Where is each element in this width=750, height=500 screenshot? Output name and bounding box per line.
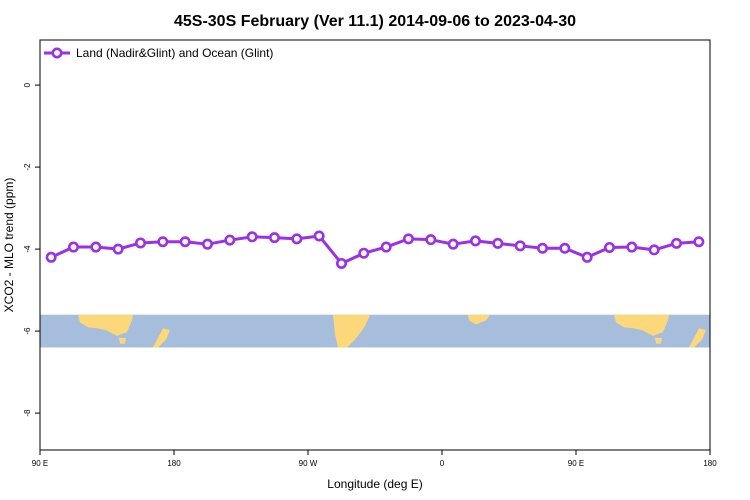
map-land <box>78 314 706 348</box>
map-strip <box>40 314 710 348</box>
data-point <box>68 241 80 253</box>
data-point <box>112 243 124 255</box>
land-shape <box>468 314 490 325</box>
data-point <box>648 244 660 256</box>
data-point <box>626 241 638 253</box>
data-point <box>202 238 214 250</box>
data-point <box>603 241 615 253</box>
land-shape <box>78 314 133 336</box>
data-point <box>425 234 437 246</box>
plot-frame <box>39 39 711 451</box>
data-point <box>335 257 347 269</box>
y-tick-label: -8 <box>23 409 32 417</box>
land-shape <box>655 337 662 344</box>
data-point <box>581 251 593 263</box>
y-tick-label: 0 <box>23 82 32 87</box>
data-point <box>469 235 481 247</box>
y-tick-label: -2 <box>23 163 32 171</box>
land-shape <box>119 337 126 344</box>
data-point <box>313 230 325 242</box>
legend-marker-swatch <box>51 47 63 59</box>
data-point <box>514 240 526 252</box>
data-point <box>447 238 459 250</box>
data-point <box>246 231 258 243</box>
data-point <box>358 247 370 259</box>
data-point <box>268 232 280 244</box>
x-tick-label: 90 W <box>299 459 318 468</box>
x-axis-label: Longitude (deg E) <box>327 477 422 491</box>
data-point <box>291 233 303 245</box>
x-tick-label: 180 <box>167 459 181 468</box>
y-tick-label: -4 <box>23 245 32 253</box>
data-point <box>380 241 392 253</box>
data-point <box>670 237 682 249</box>
data-point <box>559 242 571 254</box>
land-shape <box>153 328 170 348</box>
series-layer <box>45 230 705 269</box>
land-shape <box>689 328 706 348</box>
x-tick-label: 90 E <box>568 459 584 468</box>
data-point <box>492 237 504 249</box>
x-tick-label: 90 E <box>32 459 48 468</box>
map-ocean <box>40 314 710 348</box>
x-tick-label: 180 <box>703 459 717 468</box>
x-tick-label: 0 <box>440 459 445 468</box>
data-point <box>536 242 548 254</box>
y-axis-label: XCO2 - MLO trend (ppm) <box>2 178 16 313</box>
x-axis: 90 E 180 90 W 0 90 E 180 <box>32 450 717 468</box>
y-axis: 0 -2 -4 -6 -8 <box>23 82 40 417</box>
data-point <box>693 236 705 248</box>
legend-entry-label: Land (Nadir&Glint) and Ocean (Glint) <box>76 46 273 60</box>
data-point <box>135 237 147 249</box>
land-shape <box>333 314 370 348</box>
data-point <box>224 234 236 246</box>
chart-title: 45S-30S February (Ver 11.1) 2014-09-06 t… <box>174 13 576 30</box>
series-line <box>50 234 699 265</box>
data-point <box>179 236 191 248</box>
data-point <box>90 241 102 253</box>
data-point <box>45 251 57 263</box>
data-point <box>402 233 414 245</box>
y-tick-label: -6 <box>23 327 32 335</box>
land-shape <box>614 314 669 336</box>
data-point <box>157 236 169 248</box>
legend: Land (Nadir&Glint) and Ocean (Glint) <box>44 46 273 60</box>
